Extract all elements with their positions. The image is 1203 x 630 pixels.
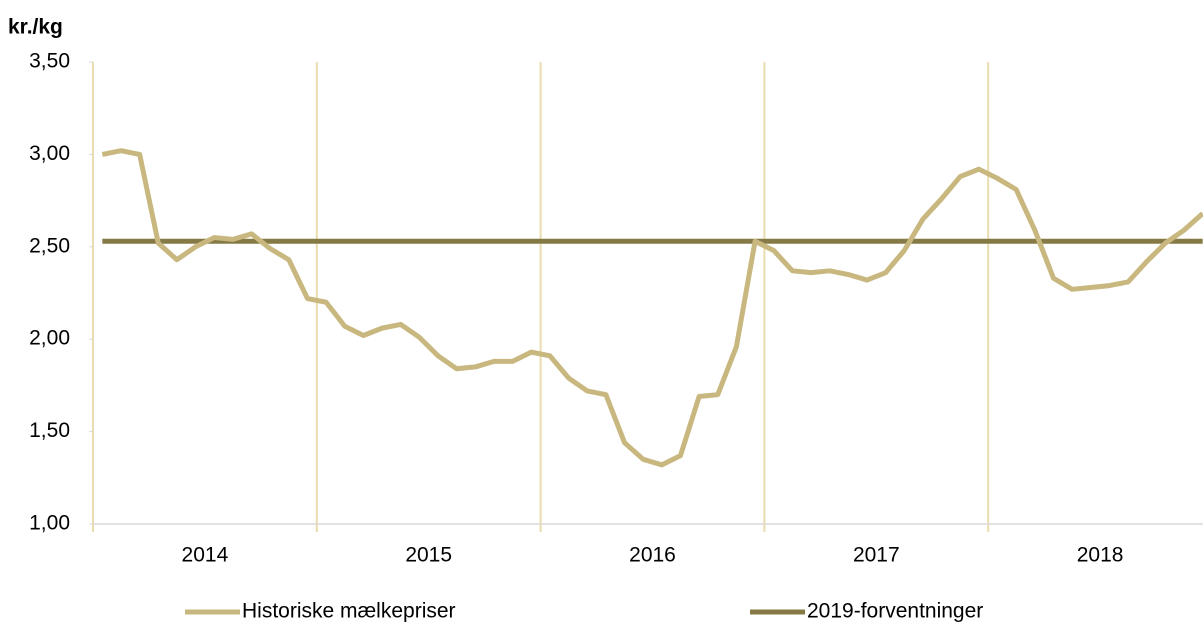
x-tick-label: 2018: [1077, 544, 1124, 567]
y-axis-label: kr./kg: [8, 16, 63, 39]
x-tick-label: 2015: [405, 544, 452, 567]
y-tick-label: 1,50: [29, 419, 70, 442]
y-tick-label: 3,00: [29, 142, 70, 165]
x-tick-label: 2016: [629, 544, 676, 567]
y-tick-label: 1,00: [29, 512, 70, 535]
legend-label: Historiske mælkepriser: [242, 600, 456, 623]
y-tick-label: 3,50: [29, 50, 70, 73]
x-tick-label: 2014: [182, 544, 229, 567]
y-tick-label: 2,00: [29, 327, 70, 350]
x-tick-label: 2017: [853, 544, 900, 567]
legend-label: 2019-forventninger: [807, 600, 983, 623]
y-tick-label: 2,50: [29, 234, 70, 257]
series-line: [101, 148, 1203, 468]
